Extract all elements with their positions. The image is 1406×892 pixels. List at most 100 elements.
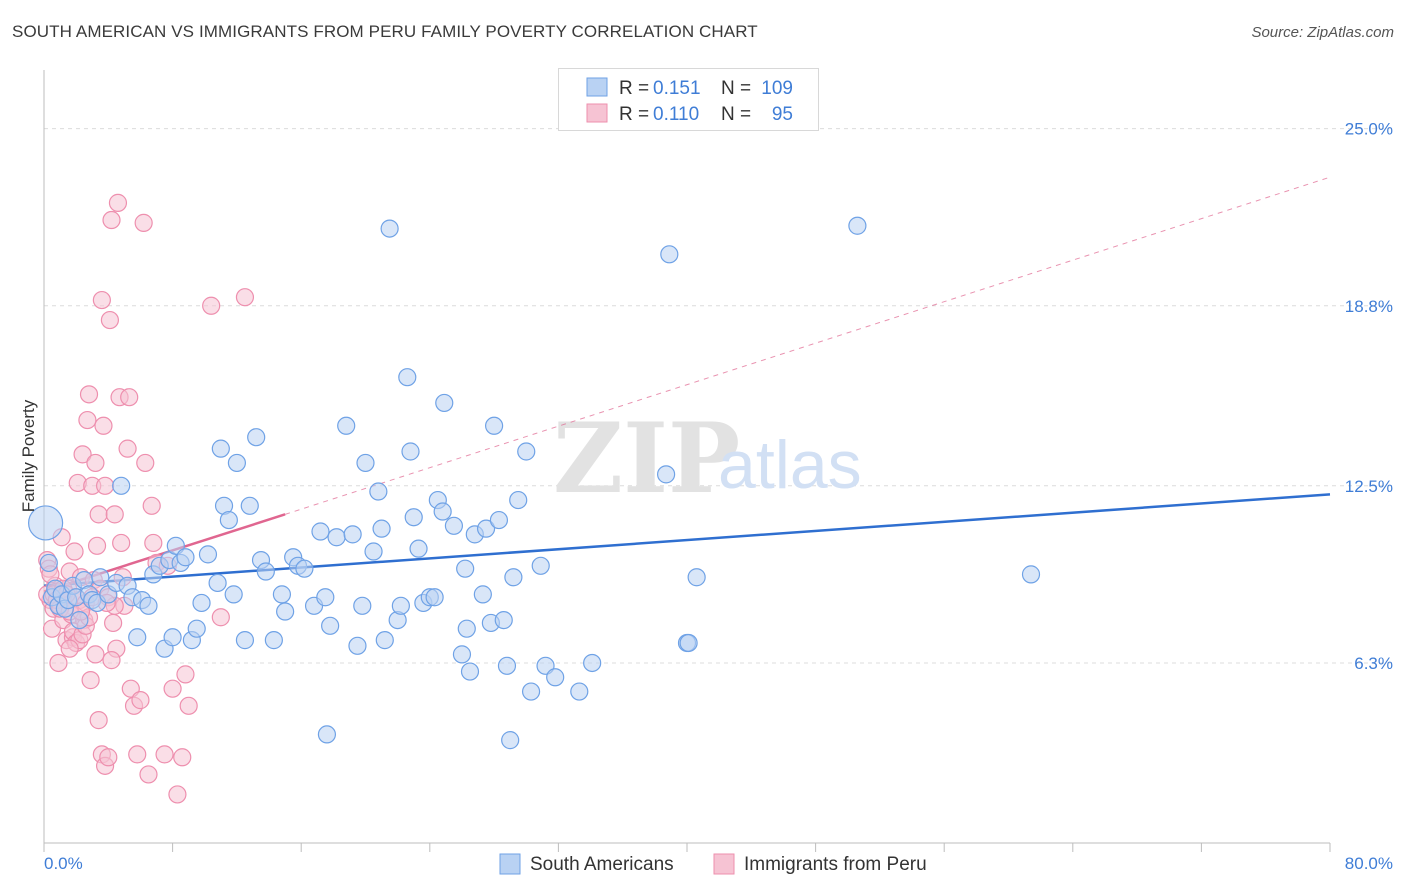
- gridlines: [44, 128, 1392, 664]
- south-americans-point: [187, 619, 206, 638]
- south-americans-point: [679, 633, 698, 653]
- south-americans-point: [28, 505, 64, 541]
- y-tick-label: 25.0%: [1345, 120, 1393, 139]
- peru-point: [120, 388, 139, 407]
- peru-point: [49, 653, 68, 673]
- peru-point: [108, 193, 128, 212]
- series-legend: South Americans Immigrants from Peru: [0, 852, 1406, 880]
- south-americans-point: [264, 631, 283, 650]
- peru-point: [102, 210, 121, 230]
- peru-point: [104, 613, 123, 633]
- south-americans-point: [70, 611, 89, 630]
- peru-point: [78, 410, 97, 430]
- peru-point: [142, 496, 161, 515]
- south-americans-point: [583, 653, 602, 673]
- bottom-legend-swatch-1: [713, 853, 735, 875]
- south-americans-point: [112, 476, 131, 495]
- peru-point: [60, 639, 79, 658]
- south-americans-point: [504, 568, 523, 587]
- peru-point: [155, 745, 174, 764]
- south-americans-point: [452, 645, 472, 664]
- south-americans-point: [460, 662, 480, 681]
- south-americans-point: [219, 510, 238, 530]
- peru-point: [163, 679, 182, 698]
- series-south-americans: [28, 216, 1041, 750]
- south-americans-point: [660, 245, 679, 264]
- south-americans-point: [391, 596, 410, 615]
- south-americans-point: [317, 725, 337, 744]
- south-americans-point: [1021, 565, 1041, 584]
- peru-point: [211, 608, 230, 627]
- peru-point: [139, 765, 158, 784]
- south-americans-point: [444, 516, 464, 535]
- south-americans-point: [494, 611, 513, 630]
- south-americans-point: [39, 553, 58, 573]
- peru-point: [89, 711, 108, 730]
- legend-swatch-0: [586, 77, 608, 97]
- peru-point: [202, 296, 221, 315]
- south-americans-point: [521, 682, 541, 701]
- south-americans-point: [240, 496, 259, 515]
- south-americans-point: [401, 442, 420, 461]
- south-americans-point: [476, 519, 496, 538]
- south-americans-point: [473, 585, 492, 604]
- south-americans-point: [343, 525, 362, 544]
- y-tick-label: 12.5%: [1345, 477, 1393, 496]
- x-tick-label-min: 0.0%: [44, 854, 83, 873]
- legend-swatch-1: [586, 103, 608, 123]
- trend-line-peru-extended: [284, 176, 1331, 515]
- y-tick-label: 18.8%: [1345, 297, 1393, 316]
- south-americans-point: [227, 453, 246, 473]
- watermark-atlas: atlas: [718, 427, 862, 503]
- south-americans-point: [848, 216, 867, 235]
- x-tick-label-max: 80.0%: [1345, 854, 1393, 873]
- south-americans-point: [348, 636, 367, 655]
- south-americans-point: [425, 588, 444, 607]
- south-americans-point: [369, 482, 388, 501]
- peru-point: [65, 542, 84, 561]
- peru-point: [86, 645, 105, 664]
- south-americans-point: [198, 545, 218, 564]
- south-americans-point: [398, 368, 417, 387]
- south-americans-point: [276, 602, 295, 621]
- south-americans-point: [409, 539, 428, 558]
- peru-point: [87, 536, 107, 555]
- south-americans-point: [375, 631, 394, 650]
- correlation-legend: R = 0.151 N = 109 R = 0.110 N = 95: [558, 68, 819, 131]
- watermark-zip: ZIP: [553, 402, 740, 515]
- south-americans-point: [380, 219, 399, 238]
- south-americans-point: [531, 556, 550, 575]
- y-tick-label: 6.3%: [1354, 654, 1393, 673]
- peru-point: [128, 745, 147, 764]
- south-americans-point: [546, 668, 565, 687]
- peru-point: [79, 385, 99, 404]
- legend-r-value: 0.110: [653, 104, 699, 125]
- legend-n-label: N =: [721, 78, 751, 99]
- peru-point: [131, 691, 150, 710]
- peru-point: [179, 696, 198, 715]
- peru-point: [105, 505, 124, 524]
- peru-point: [118, 439, 137, 458]
- south-americans-point: [256, 562, 275, 581]
- south-americans-point: [570, 682, 589, 701]
- legend-r-value: 0.151: [653, 78, 701, 99]
- south-americans-point: [489, 510, 509, 530]
- south-americans-point: [657, 465, 676, 484]
- tick-labels: 6.3% 12.5% 18.8% 25.0% 0.0% 80.0% Family Pover…: [19, 120, 1393, 873]
- south-americans-point: [272, 585, 292, 604]
- peru-point: [173, 748, 192, 767]
- peru-point: [102, 651, 121, 670]
- peru-point: [134, 213, 153, 232]
- south-americans-point: [163, 628, 182, 647]
- peru-point: [235, 288, 255, 307]
- peru-point: [176, 665, 195, 684]
- bottom-legend-label-0: South Americans: [530, 854, 674, 875]
- south-americans-point: [457, 619, 476, 638]
- peru-point: [168, 785, 187, 804]
- peru-point: [112, 533, 131, 553]
- trend-lines: [43, 176, 1331, 593]
- south-americans-point: [139, 596, 158, 615]
- south-americans-point: [435, 393, 454, 413]
- south-americans-point: [91, 568, 110, 587]
